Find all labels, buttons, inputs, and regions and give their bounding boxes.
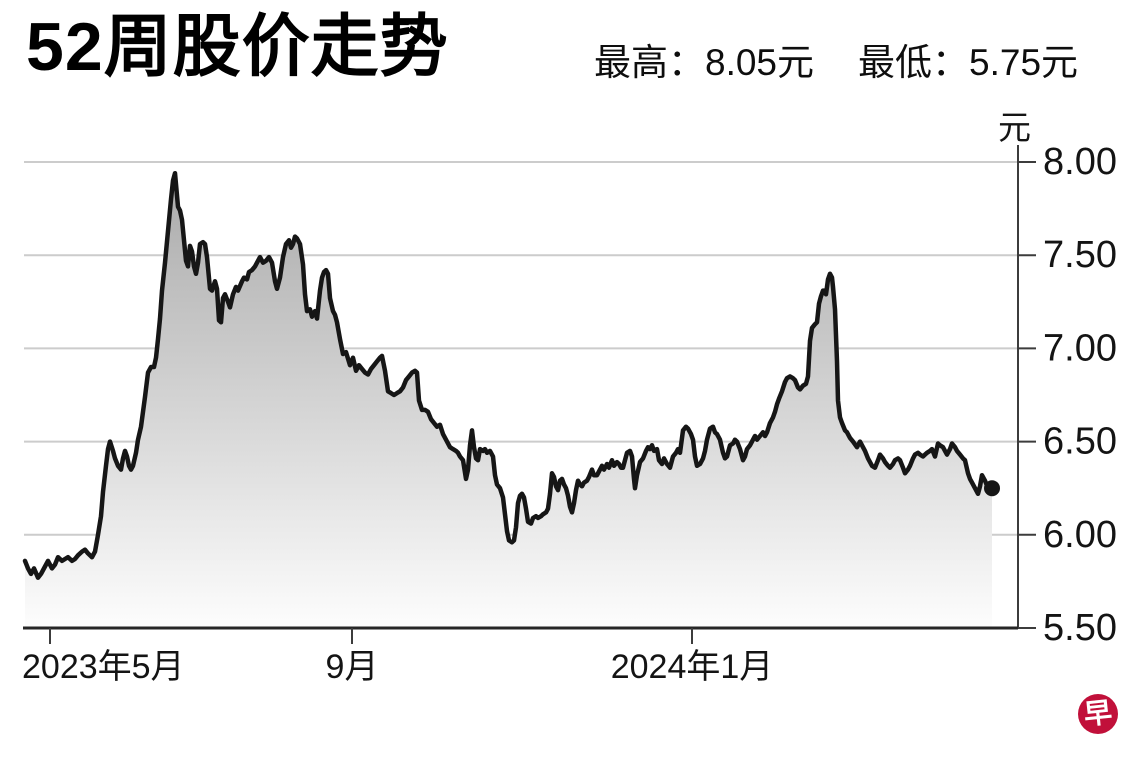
zaobao-logo-glyph: 早 — [1082, 696, 1114, 731]
latest-price-dot — [984, 480, 1000, 497]
chart-title: 52周股价走势 — [26, 9, 449, 85]
y-axis-tick-label: 5.50 — [1043, 607, 1117, 649]
price-line — [22, 170, 995, 580]
x-axis-tick-label: 9月 — [326, 648, 379, 686]
y-axis-tick-label: 7.50 — [1043, 234, 1117, 276]
lowest-price: 最低：5.75元 — [858, 42, 1079, 83]
y-axis-tick-label: 8.00 — [1043, 141, 1117, 183]
axis-labels: 8.00 7.50 7.00 6.50 6.00 5.50 2023年5月 9月 2024年1月 — [22, 141, 1117, 686]
x-axis-tick-label: 2023年5月 — [22, 648, 185, 686]
y-axis-tick-label: 6.00 — [1043, 514, 1117, 556]
y-axis-tick-label: 7.00 — [1043, 327, 1117, 369]
price-range: 最高：8.05元 最低：5.75元 — [594, 32, 1078, 86]
x-axis-tick-label: 2024年1月 — [611, 648, 774, 686]
y-axis-tick-label: 6.50 — [1043, 421, 1117, 463]
y-axis-unit: 元 — [998, 109, 1031, 146]
highest-price: 最高：8.05元 — [594, 42, 815, 83]
price-area — [25, 173, 992, 628]
axes — [23, 145, 1036, 644]
zaobao-logo: 早 — [1078, 694, 1118, 734]
